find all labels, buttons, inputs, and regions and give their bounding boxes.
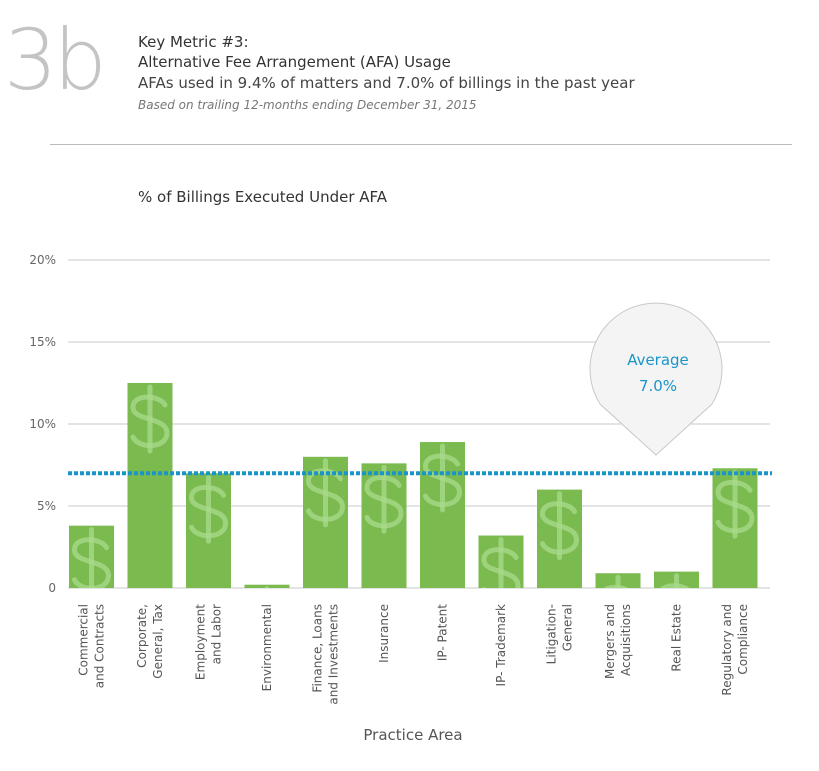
x-tick-label: Mergers and [603,604,617,679]
dollar-sign-icon [306,458,346,528]
dollar-sign-icon [481,537,521,589]
dollar-sign-icon [72,527,112,588]
average-value: 7.0% [639,377,677,395]
chart-title: % of Billings Executed Under AFA [138,188,388,206]
y-tick-label: 0 [48,581,56,595]
y-tick-label: 15% [29,335,56,349]
x-tick-label: Compliance [736,604,750,675]
x-tick-label: Acquisitions [619,604,633,676]
y-tick-label: 20% [29,253,56,267]
x-tick-label: Regulatory and [720,604,734,696]
x-tick-label: Litigation- [545,604,559,664]
y-tick-label: 5% [37,499,56,513]
x-tick-label: General, Tax [151,604,165,679]
divider [50,144,792,145]
x-tick-label: and Investments [327,604,341,705]
x-tick-label: Commercial [77,604,91,676]
x-tick-label: IP- Trademark [494,604,508,686]
x-tick-label: Real Estate [670,604,684,672]
dollar-sign-icon [540,491,580,561]
dollar-sign-icon [423,443,463,513]
x-tick-label: Finance, Loans [311,604,325,693]
x-tick-label: and Labor [210,604,224,664]
dollar-sign-icon [364,464,404,534]
dollar-s [603,584,629,588]
metric-label: Key Metric #3: [138,33,249,51]
x-tick-label: Environmental [260,604,274,691]
x-tick-label: IP- Patent [436,604,450,661]
average-label: Average [627,351,689,369]
x-tick-label: Employment [194,604,208,680]
average-callout [589,302,723,456]
dollar-sign-icon [660,573,690,588]
x-tick-label: and Contracts [93,604,107,688]
x-tick-label: Insurance [377,604,391,663]
metric-summary: AFAs used in 9.4% of matters and 7.0% of… [138,74,635,92]
dollar-sign-icon [130,384,170,454]
dollar-sign-icon [603,574,629,588]
y-tick-label: 10% [29,417,56,431]
metric-title: Alternative Fee Arrangement (AFA) Usage [138,53,451,71]
dollar-s [660,583,690,588]
x-tick-label: General [561,604,575,651]
dollar-sign-icon [189,474,229,544]
dollar-sign-icon [715,469,755,539]
section-badge: 3b [4,11,107,109]
metric-note: Based on trailing 12-months ending Decem… [138,98,477,112]
x-axis-label: Practice Area [363,726,462,744]
x-tick-label: Corporate, [135,604,149,668]
